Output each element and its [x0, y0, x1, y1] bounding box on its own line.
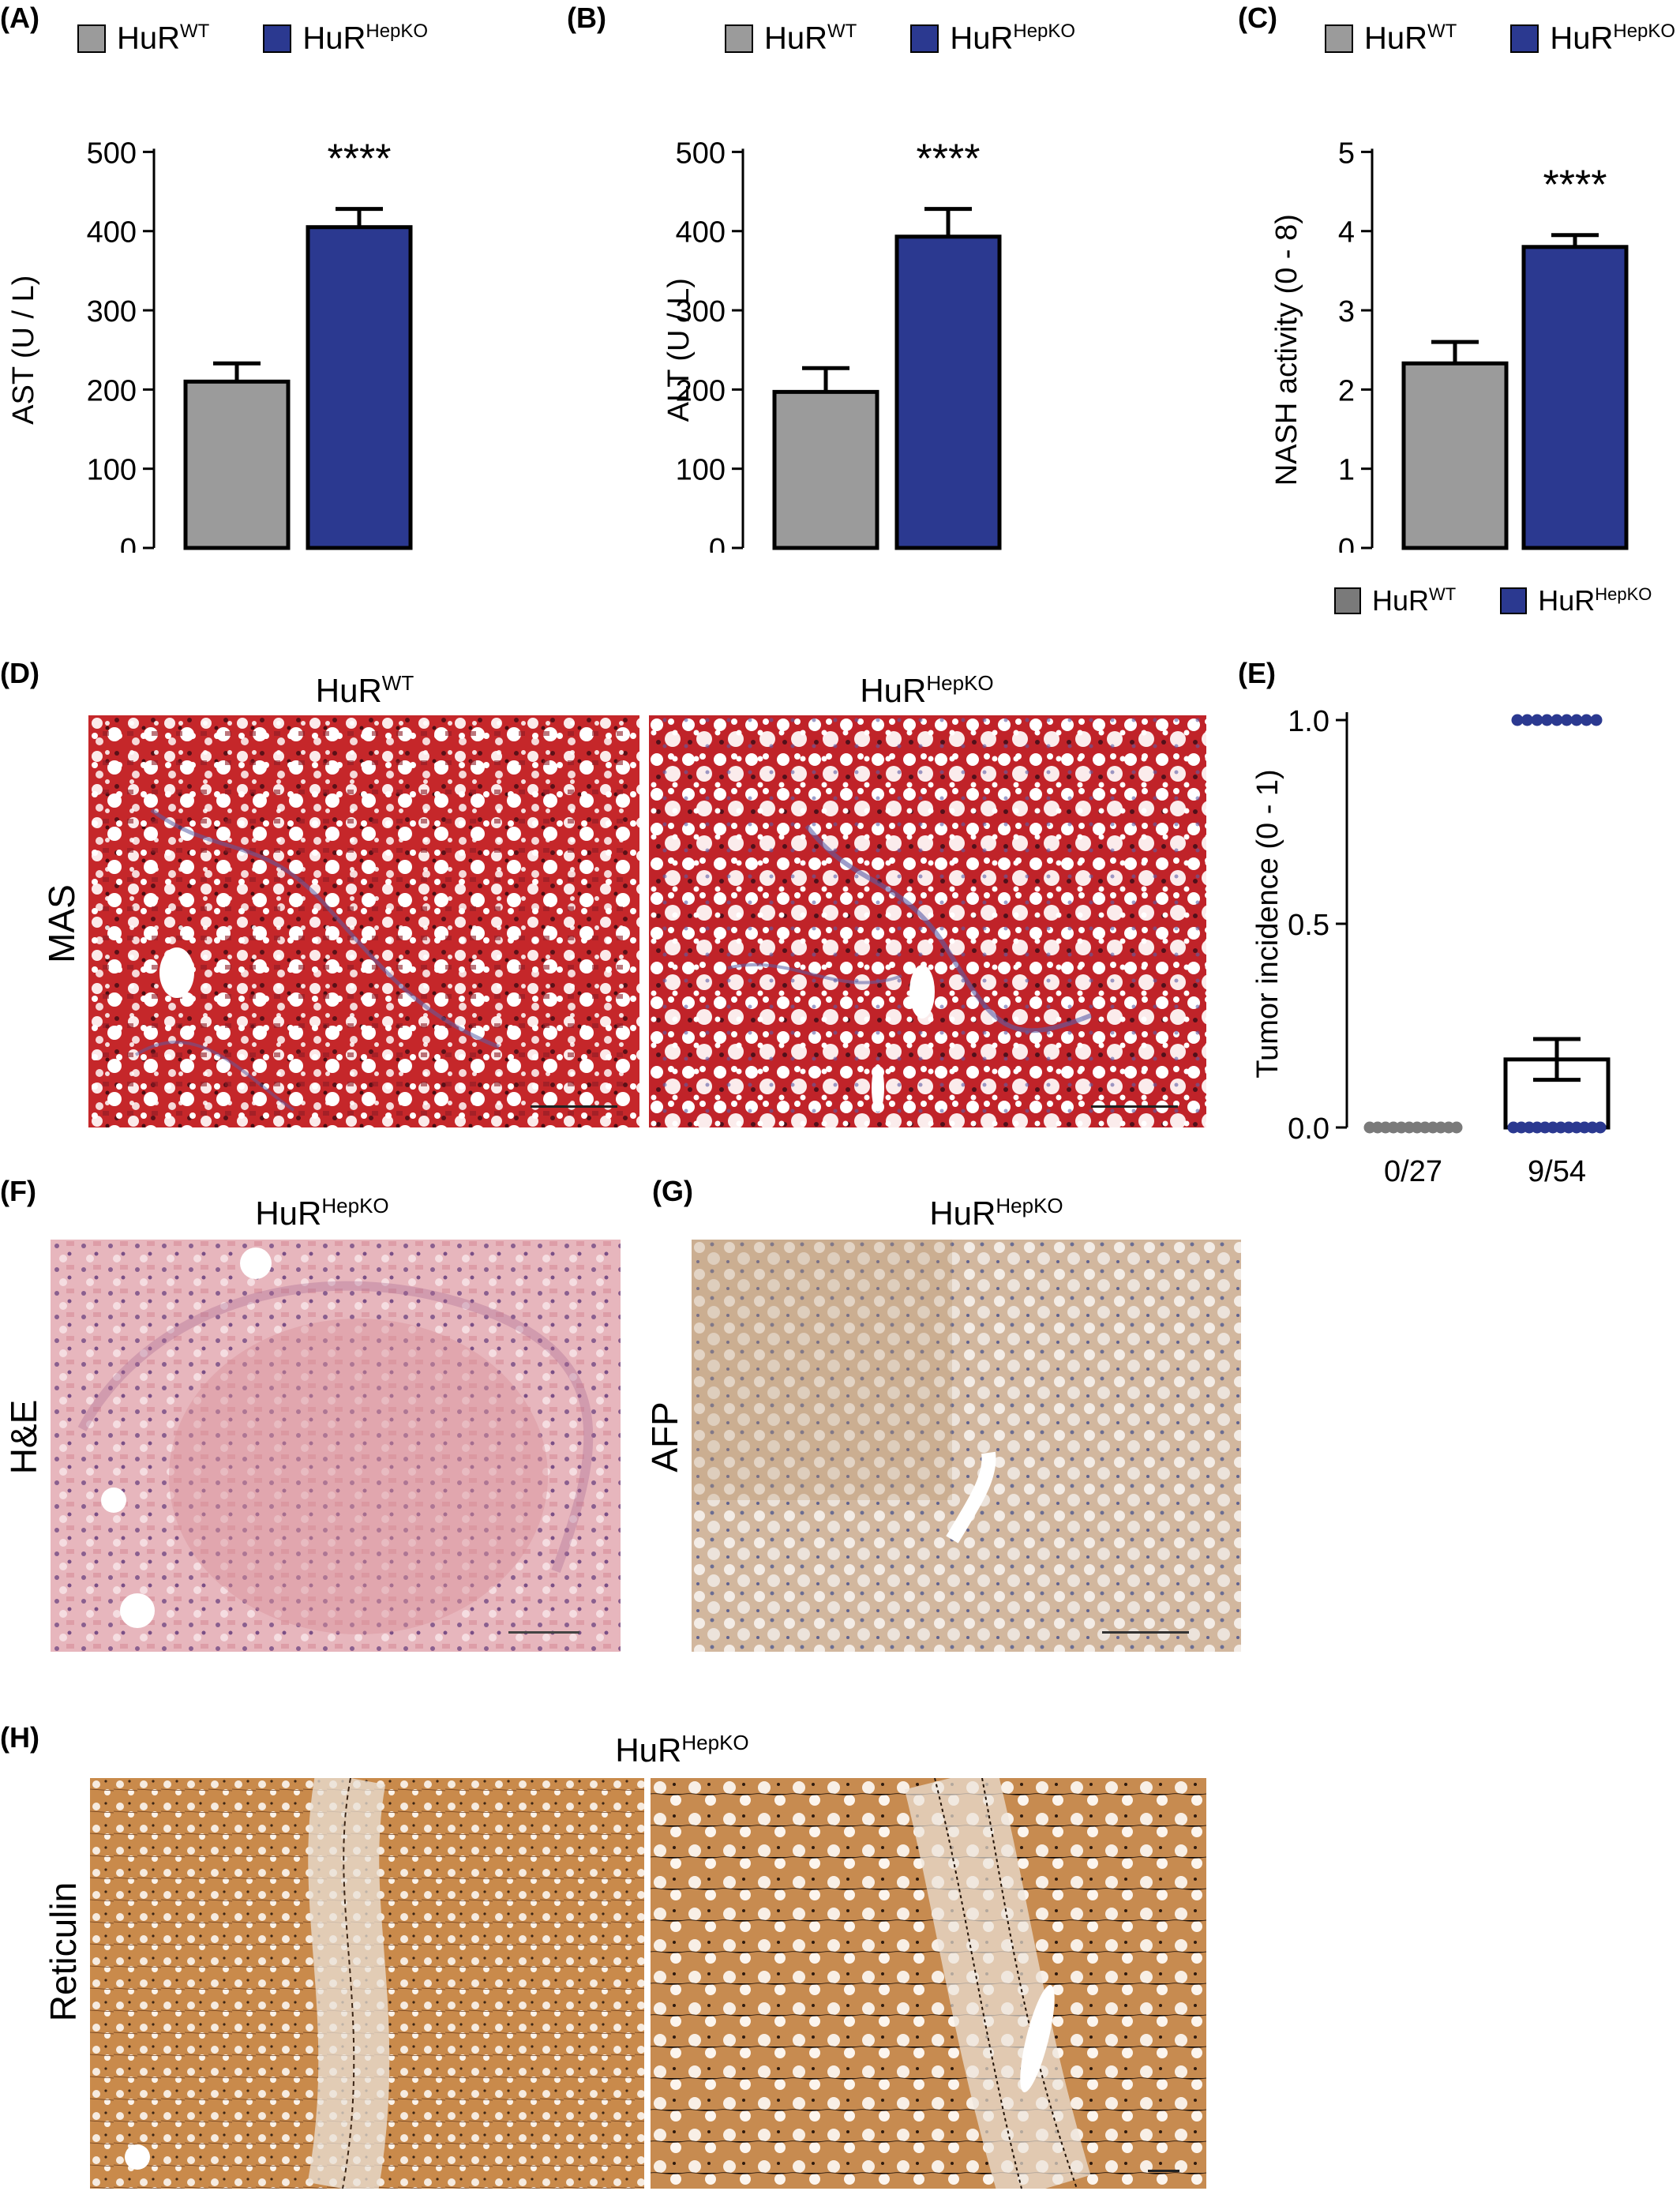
data-point: [1450, 1121, 1463, 1134]
row-label-mas: MAS: [41, 884, 82, 963]
significance-marker: ****: [917, 137, 981, 182]
legend-swatch-wt: [1325, 24, 1353, 53]
legend-swatch-wt: [77, 24, 106, 53]
y-tick-label: 400: [676, 216, 726, 249]
bar-wt: [183, 379, 291, 550]
panel-label-c: (C): [1238, 2, 1277, 34]
legend-label-ko: HuRHepKO: [1538, 584, 1652, 617]
y-tick-label: 100: [87, 454, 137, 487]
data-point: [1541, 714, 1553, 726]
legend-a: HuRWT HuRHepKO: [77, 21, 428, 56]
significance-marker: ****: [1543, 163, 1607, 208]
chart-alt: 0 100 200 300 400 500 ALT (U / L) ****: [662, 137, 1002, 553]
bar-wt: [1401, 361, 1509, 550]
legend-label-wt: HuRWT: [117, 21, 210, 56]
data-point: [1581, 714, 1592, 726]
panel-label-f: (F): [0, 1175, 36, 1207]
data-point: [1551, 714, 1563, 726]
significance-marker: *: [1549, 671, 1565, 684]
y-tick-label: 2: [1338, 374, 1355, 407]
legend-label-ko: HuRHepKO: [1550, 21, 1676, 56]
data-point: [1590, 714, 1603, 726]
legend-swatch-wt: [725, 24, 753, 53]
legend-label-wt: HuRWT: [1364, 21, 1457, 56]
legend-swatch-ko: [263, 24, 292, 53]
panel-label-e: (E): [1238, 657, 1276, 689]
y-tick-label: 0.0: [1288, 1112, 1329, 1146]
y-tick-label: 5: [1338, 137, 1355, 170]
image-title-f: HuRHepKO: [255, 1194, 389, 1232]
micrograph-reticulin-low: [90, 1778, 644, 2189]
y-tick-label: 3: [1338, 295, 1355, 328]
y-tick-label: 1.0: [1288, 705, 1329, 738]
legend-label-ko: HuRHepKO: [302, 21, 429, 56]
image-title-d-left: HuRWT: [315, 671, 414, 709]
bar-ko: [1521, 245, 1629, 550]
row-label-reticulin: Reticulin: [43, 1881, 84, 2022]
y-tick-label: 500: [87, 137, 137, 170]
y-tick-label: 0.5: [1288, 909, 1329, 942]
y-axis-label: NASH activity (0 - 8): [1270, 214, 1303, 486]
bar-ko: [306, 225, 413, 550]
bar-ko: [894, 234, 1002, 550]
y-tick-label: 100: [676, 454, 726, 487]
panel-label-a: (A): [0, 2, 39, 34]
x-tick-label: 0/27: [1384, 1155, 1442, 1188]
micrograph-he-ko: [51, 1240, 621, 1652]
legend-b: HuRWT HuRHepKO: [725, 21, 1075, 56]
bar-wt: [772, 389, 879, 550]
y-tick-label: 200: [87, 374, 137, 407]
data-point: [1531, 714, 1543, 726]
y-axis-label: ALT (U / L): [662, 278, 696, 422]
data-point: [1511, 714, 1524, 726]
panel-label-d: (D): [0, 657, 39, 689]
y-axis-label: AST (U / L): [7, 276, 40, 425]
x-tick-label: 9/54: [1528, 1155, 1586, 1188]
legend-label-ko: HuRHepKO: [950, 21, 1076, 56]
y-tick-label: 0: [709, 533, 726, 553]
legend-swatch-ko: [1500, 587, 1528, 614]
y-tick-label: 400: [87, 216, 137, 249]
y-tick-label: 0: [120, 533, 137, 553]
data-point: [1521, 714, 1533, 726]
chart-nash: 0 1 2 3 4 5 NASH activity (0 - 8) ****: [1270, 137, 1629, 553]
legend-swatch-ko: [1510, 24, 1539, 53]
legend-e: HuRWT HuRHepKO: [1334, 584, 1652, 617]
y-tick-label: 0: [1338, 533, 1355, 553]
panel-label-g: (G): [652, 1175, 693, 1207]
image-title-h: HuRHepKO: [615, 1731, 749, 1769]
y-tick-label: 1: [1338, 454, 1355, 487]
image-title-g: HuRHepKO: [929, 1194, 1063, 1232]
row-label-he: H&E: [3, 1399, 44, 1475]
legend-label-wt: HuRWT: [764, 21, 857, 56]
legend-label-wt: HuRWT: [1372, 584, 1457, 617]
panel-label-b: (B): [567, 2, 606, 34]
y-tick-label: 300: [87, 295, 137, 328]
chart-tumor-incidence: 0.0 0.5 1.0 Tumor incidence (0 - 1) 0/27 9/54…: [1255, 671, 1611, 1188]
micrograph-afp-ko: [692, 1240, 1241, 1652]
micrograph-mas-ko: [649, 715, 1206, 1127]
panel-label-h: (H): [0, 1721, 39, 1754]
data-point: [1570, 714, 1583, 726]
y-tick-label: 300: [676, 295, 726, 328]
y-axis-label: Tumor incidence (0 - 1): [1255, 769, 1284, 1078]
data-point: [1594, 1121, 1607, 1134]
legend-swatch-ko: [910, 24, 939, 53]
data-point: [1561, 714, 1573, 726]
y-tick-label: 4: [1338, 216, 1355, 249]
row-label-afp: AFP: [644, 1401, 685, 1473]
y-tick-label: 200: [676, 374, 726, 407]
significance-marker: ****: [328, 137, 392, 182]
legend-swatch-wt: [1334, 587, 1361, 614]
image-title-d-right: HuRHepKO: [860, 671, 994, 709]
legend-c: HuRWT HuRHepKO: [1325, 21, 1675, 56]
chart-ast: 0 100 200 300 400 500 AST (U / L) ****: [7, 137, 413, 553]
y-tick-label: 500: [676, 137, 726, 170]
micrograph-mas-wt: [88, 715, 639, 1127]
micrograph-reticulin-high: [651, 1778, 1206, 2189]
